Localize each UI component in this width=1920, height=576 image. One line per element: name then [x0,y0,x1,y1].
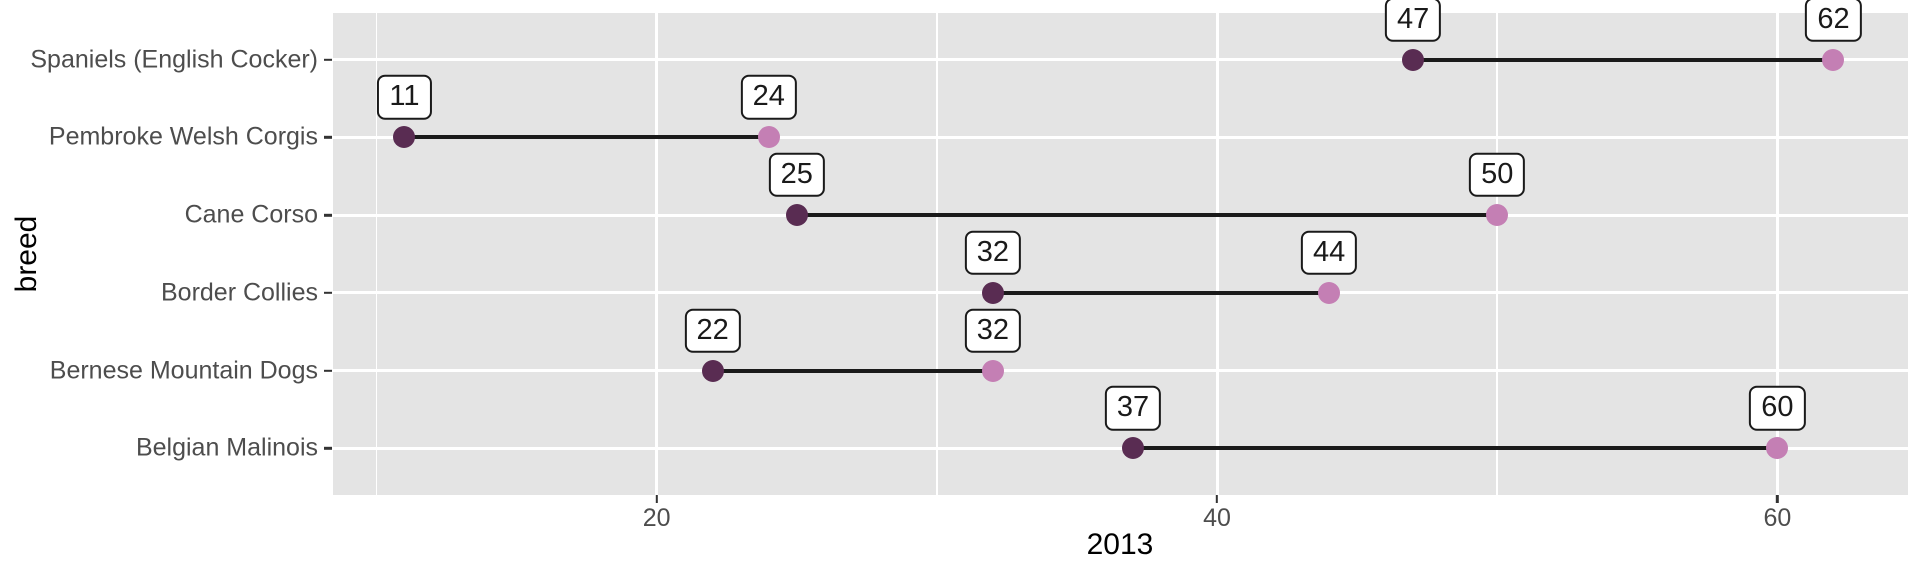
x-tick-mark [1215,495,1219,503]
start-value-label: 32 [964,230,1021,275]
y-major-gridline [333,135,1908,139]
x-minor-gridline [936,13,938,495]
dumbbell-segment [712,368,993,373]
breed-label: Pembroke Welsh Corgis [48,122,318,151]
end-value-label: 32 [964,308,1021,353]
y-tick-mark [324,447,332,450]
breed-label: Spaniels (English Cocker) [30,45,318,74]
start-value-label: 22 [684,308,741,353]
breed-label: Belgian Malinois [135,433,318,462]
end-value-label: 62 [1805,0,1862,42]
y-major-gridline [333,369,1908,373]
start-point [1402,48,1425,71]
dumbbell-segment [796,213,1498,218]
end-point [1766,437,1789,460]
x-tick-label: 20 [642,504,671,532]
start-point [1121,437,1144,460]
start-value-label: 25 [768,152,825,198]
x-major-gridline [1775,13,1779,495]
dumbbell-segment [404,135,769,140]
x-tick-label: 40 [1203,504,1231,532]
start-point [785,204,808,227]
end-point [1822,48,1845,71]
dumbbell-segment [1413,57,1834,62]
start-value-label: 37 [1104,386,1162,431]
y-tick-mark [324,291,332,295]
end-value-label: 24 [740,75,797,120]
y-tick-mark [324,58,332,61]
y-tick-mark [324,213,332,217]
x-tick-label: 60 [1763,504,1792,532]
y-tick-mark [324,136,332,139]
end-point [757,126,780,149]
end-value-label: 60 [1749,386,1806,431]
x-major-gridline [655,13,659,495]
dumbbell-segment [1132,446,1778,451]
breed-label: Bernese Mountain Dogs [49,356,318,385]
start-point [981,281,1004,304]
end-point [981,359,1004,382]
breed-label: Cane Corso [184,200,318,229]
x-tick-mark [655,495,658,503]
y-major-gridline [333,58,1908,62]
x-major-gridline [1215,13,1219,495]
dumbbell-segment [992,290,1330,295]
y-major-gridline [333,446,1908,450]
breed-label: Border Collies [160,278,318,307]
end-value-label: 50 [1469,152,1526,198]
start-point [701,359,724,382]
start-value-label: 47 [1385,0,1442,42]
x-minor-gridline [1496,13,1499,495]
end-value-label: 44 [1300,230,1358,275]
end-point [1318,281,1341,304]
end-point [1486,204,1509,227]
start-value-label: 11 [377,75,432,120]
start-point [393,126,416,149]
x-axis-title: 2013 [1086,528,1154,561]
y-tick-mark [324,369,332,372]
x-tick-mark [1776,495,1779,503]
x-minor-gridline [375,13,378,495]
